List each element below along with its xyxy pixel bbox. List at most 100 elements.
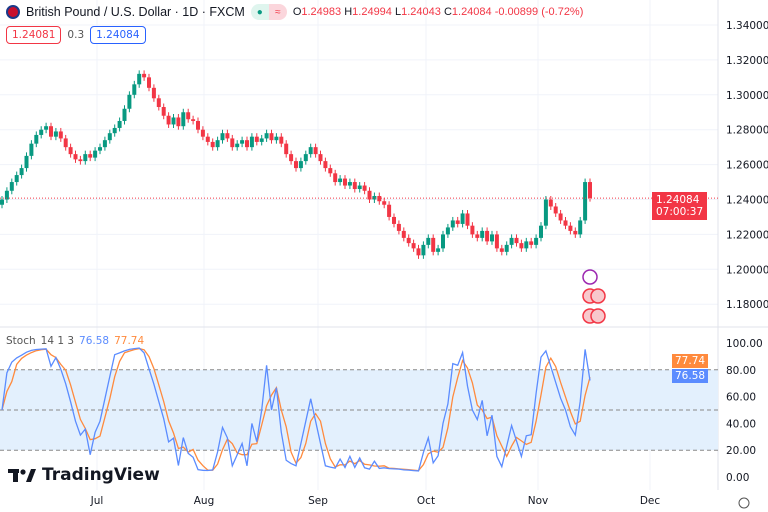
candle-body	[29, 143, 34, 156]
candle-body	[573, 230, 578, 235]
candle-body	[24, 155, 29, 169]
candle-body	[220, 133, 225, 141]
lightning-event-icon	[582, 269, 598, 285]
candle-body	[529, 241, 534, 245]
candle-body	[9, 182, 14, 191]
candle-body	[416, 248, 421, 256]
candle-body	[392, 216, 396, 224]
x-tick: Nov	[528, 495, 549, 507]
candle-body	[34, 134, 39, 144]
candle-body	[494, 234, 499, 249]
candle-body	[205, 136, 210, 142]
candle-body	[240, 140, 245, 144]
price-tick: 1.34000	[726, 20, 768, 32]
candle-body	[225, 133, 230, 139]
candle-body	[230, 138, 235, 148]
stoch-tick: 0.00	[726, 472, 749, 484]
candle-body	[83, 154, 88, 162]
buy-button[interactable]: 1.24084	[90, 26, 146, 44]
candle-body	[274, 136, 279, 141]
stoch-d-label: 77.74	[672, 354, 709, 368]
candle-body	[200, 129, 205, 137]
symbol-title[interactable]: British Pound / U.S. Dollar · 1D · FXCM	[26, 5, 245, 19]
candle-body	[470, 225, 475, 235]
candle-body	[308, 147, 313, 155]
candle-body	[436, 248, 441, 252]
candle-body	[98, 147, 102, 151]
candle-body	[254, 136, 259, 142]
candle-body	[156, 98, 161, 108]
stoch-k-label: 76.58	[672, 369, 709, 383]
candle-body	[142, 73, 147, 78]
status-pill[interactable]: ● ≈	[250, 4, 287, 20]
candle-body	[196, 120, 200, 130]
tradingview-logo[interactable]: TradingView	[8, 465, 160, 485]
candle-body	[44, 126, 49, 130]
candle-body	[127, 94, 132, 109]
candle-body	[362, 185, 367, 191]
candle-body	[14, 175, 19, 183]
candle-body	[514, 237, 519, 244]
candle-body	[578, 220, 583, 235]
x-tick: Aug	[194, 495, 215, 507]
ohlc-readout: O1.24983 H1.24994 L1.24043 C1.24084 -0.0…	[292, 6, 584, 18]
candle-body	[465, 213, 470, 226]
candle-body	[553, 206, 558, 214]
candle-body	[39, 129, 44, 135]
candle-body	[539, 225, 543, 238]
x-tick: Jul	[90, 495, 104, 507]
tradingview-logo-icon	[8, 469, 36, 482]
sell-button[interactable]: 1.24081	[6, 26, 62, 44]
x-tick: Dec	[640, 495, 661, 507]
candle-body	[372, 196, 377, 200]
candle-body	[431, 237, 436, 252]
candle-body	[377, 196, 382, 202]
market-open-icon: ●	[250, 4, 269, 20]
candle-body	[343, 178, 347, 186]
candle-body	[450, 220, 455, 228]
candle-body	[445, 227, 450, 235]
candle-body	[215, 140, 220, 148]
price-tick: 1.18000	[726, 299, 768, 311]
candle-body	[303, 154, 308, 162]
candle-body	[269, 133, 274, 141]
candle-body	[357, 185, 362, 190]
candle-body	[78, 159, 83, 162]
price-tick: 1.32000	[726, 55, 768, 67]
candle-body	[509, 237, 514, 245]
candle-body	[166, 115, 171, 125]
x-tick: Sep	[308, 495, 328, 507]
candle-body	[563, 220, 568, 226]
candle-body	[475, 234, 480, 238]
stoch-tick: 100.00	[726, 338, 763, 350]
candle-body	[583, 182, 588, 221]
candle-body	[245, 140, 249, 148]
candle-body	[53, 131, 58, 137]
candle-body	[68, 147, 73, 155]
candle-body	[0, 199, 4, 205]
candle-body	[107, 133, 112, 141]
candle-body	[171, 117, 176, 125]
price-tick: 1.26000	[726, 160, 768, 172]
candle-body	[367, 190, 372, 200]
candle-body	[93, 150, 98, 158]
candle-body	[122, 108, 127, 121]
candle-body	[411, 243, 416, 249]
candle-body	[568, 225, 573, 231]
candle-body	[186, 112, 191, 120]
candle-body	[58, 131, 63, 139]
candle-body	[504, 244, 509, 252]
candle-body	[210, 141, 215, 148]
x-tick: Oct	[417, 495, 435, 507]
settings-gear-icon[interactable]	[738, 497, 750, 509]
candle-body	[519, 243, 524, 249]
price-tick: 1.20000	[726, 264, 768, 276]
candle-body	[49, 126, 53, 137]
stoch-legend[interactable]: Stoch 14 1 3 76.58 77.74	[6, 335, 145, 347]
candle-body	[249, 136, 254, 148]
candle-body	[352, 182, 357, 190]
candle-body	[284, 143, 289, 155]
candle-body	[147, 77, 151, 88]
candle-body	[235, 143, 240, 148]
